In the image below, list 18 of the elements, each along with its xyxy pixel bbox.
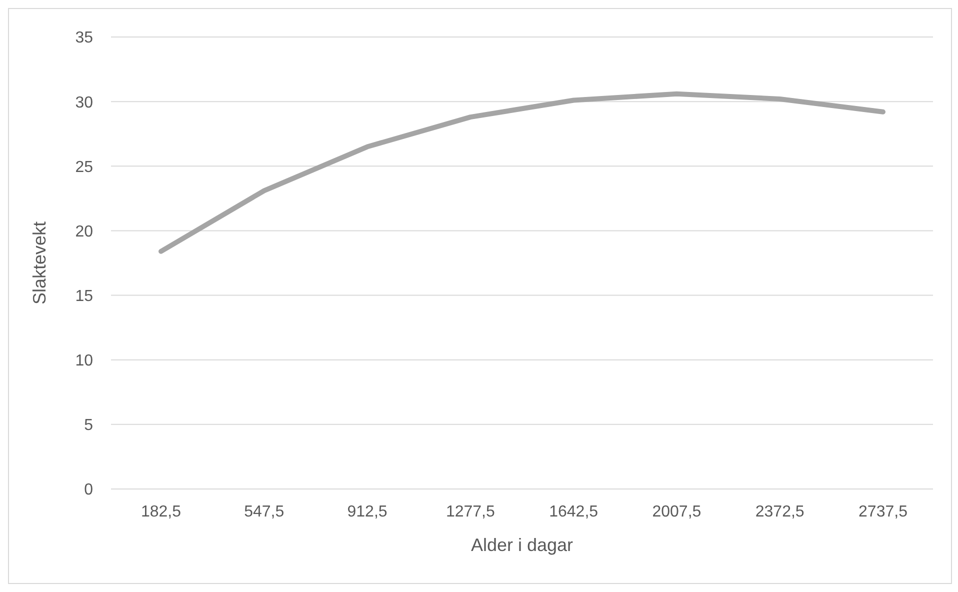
x-tick-label: 912,5 xyxy=(347,503,388,520)
x-tick-label: 1642,5 xyxy=(549,503,598,520)
x-tick-label: 1277,5 xyxy=(446,503,495,520)
y-tick-label: 30 xyxy=(75,94,94,112)
y-axis-title: Slaktevekt xyxy=(29,221,50,305)
x-axis-title: Alder i dagar xyxy=(470,535,574,555)
y-tick-label: 5 xyxy=(84,417,94,434)
y-tick-label: 15 xyxy=(75,288,94,305)
x-tick-label: 2007,5 xyxy=(652,503,702,520)
y-tick-label: 0 xyxy=(84,482,94,499)
y-tick-label: 35 xyxy=(75,30,94,47)
y-tick-label: 20 xyxy=(75,223,94,240)
x-tick-label: 547,5 xyxy=(244,503,284,520)
x-tick-label: 2737,5 xyxy=(858,503,908,520)
x-tick-label: 182,5 xyxy=(140,503,182,520)
y-tick-label: 10 xyxy=(75,352,94,370)
y-tick-label: 25 xyxy=(75,158,94,176)
x-tick-label: 2372,5 xyxy=(755,503,804,520)
